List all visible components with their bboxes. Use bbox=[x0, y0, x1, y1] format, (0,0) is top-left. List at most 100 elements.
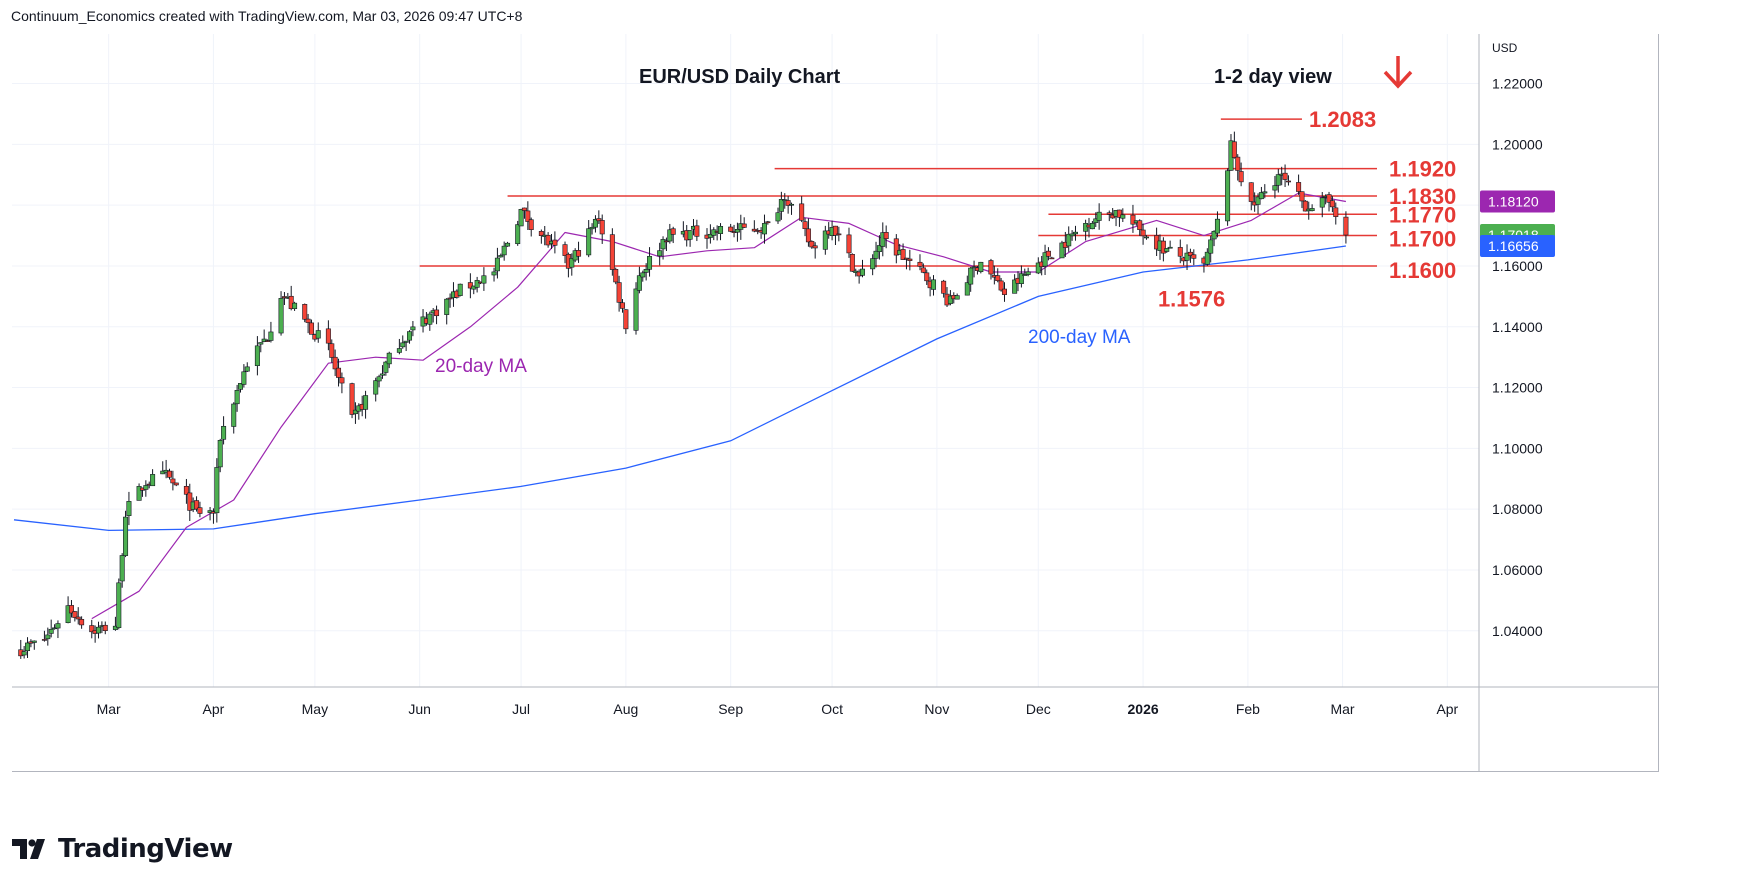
price-tag-label: 1.18120 bbox=[1488, 194, 1539, 210]
candle-body bbox=[1018, 273, 1024, 284]
candle bbox=[619, 299, 625, 313]
candle-body bbox=[349, 383, 355, 415]
candle-body bbox=[1035, 262, 1041, 274]
candle bbox=[491, 267, 497, 282]
candle bbox=[1072, 225, 1078, 241]
candle bbox=[1137, 219, 1143, 236]
candle-body bbox=[383, 361, 389, 373]
candle-body bbox=[1160, 240, 1166, 254]
ma200-series bbox=[13, 245, 1346, 532]
level-label-1.1770: 1.1770 bbox=[1389, 202, 1456, 227]
y-tick-label: 1.04000 bbox=[1492, 623, 1543, 639]
candle bbox=[802, 217, 808, 237]
candle-body bbox=[846, 234, 852, 254]
candle-body bbox=[31, 640, 37, 643]
candle-body bbox=[1045, 250, 1051, 257]
candle-body bbox=[822, 230, 828, 250]
candle bbox=[1096, 203, 1102, 230]
candle bbox=[846, 227, 852, 258]
candle-body bbox=[1025, 271, 1031, 275]
candle bbox=[660, 236, 666, 260]
candle-body bbox=[221, 425, 227, 440]
candle bbox=[1025, 267, 1031, 277]
price-tag: 1.18120 bbox=[1480, 190, 1555, 213]
candle-body bbox=[1296, 182, 1302, 192]
candle bbox=[457, 283, 463, 297]
candle bbox=[376, 374, 382, 388]
candle bbox=[254, 336, 260, 376]
candle-body bbox=[1191, 254, 1197, 259]
candle-body bbox=[1272, 185, 1278, 191]
candle bbox=[995, 268, 1001, 283]
tradingview-logo[interactable]: TradingView bbox=[12, 834, 233, 864]
candle bbox=[870, 254, 876, 276]
candle bbox=[1143, 235, 1149, 240]
candle-body bbox=[636, 275, 642, 291]
candle bbox=[89, 619, 95, 639]
candle bbox=[119, 553, 125, 588]
candle bbox=[1001, 282, 1007, 302]
candle bbox=[1326, 191, 1332, 212]
candle bbox=[102, 621, 108, 635]
candle bbox=[521, 207, 527, 219]
chart-plot-area[interactable]: 1.220001.200001.180001.160001.140001.120… bbox=[12, 34, 1659, 772]
candle-body bbox=[1262, 191, 1268, 194]
candle-body bbox=[728, 226, 734, 232]
candle bbox=[1238, 162, 1244, 187]
candle-body bbox=[873, 250, 879, 259]
candle-body bbox=[1204, 251, 1210, 265]
candle bbox=[893, 234, 899, 264]
candle-body bbox=[836, 233, 842, 236]
candle-body bbox=[89, 625, 95, 633]
candle bbox=[860, 259, 866, 278]
candles bbox=[18, 131, 1349, 659]
candle-body bbox=[1137, 220, 1143, 230]
candle-body bbox=[812, 245, 818, 249]
candle-body bbox=[231, 403, 237, 427]
candle bbox=[444, 298, 450, 325]
candle-body bbox=[332, 356, 338, 370]
candle-body bbox=[809, 241, 815, 248]
candle-body bbox=[45, 634, 51, 640]
candle-body bbox=[930, 279, 936, 290]
candle-body bbox=[528, 219, 534, 230]
ma20-series bbox=[91, 192, 1347, 620]
chart-title: EUR/USD Daily Chart bbox=[639, 66, 840, 88]
candle-body bbox=[501, 245, 507, 256]
candle-body bbox=[616, 282, 622, 303]
candle-body bbox=[775, 212, 781, 222]
candle bbox=[325, 320, 331, 351]
candle bbox=[167, 468, 173, 480]
candle-body bbox=[407, 331, 413, 341]
candle bbox=[903, 257, 909, 270]
candle-body bbox=[860, 268, 866, 276]
candle-body bbox=[907, 258, 913, 261]
candle-body bbox=[1140, 229, 1146, 237]
chart-labels: 1.220001.200001.180001.160001.140001.120… bbox=[97, 41, 1555, 717]
y-tick-label: 1.22000 bbox=[1492, 76, 1543, 92]
candle-body bbox=[79, 619, 85, 626]
candle bbox=[505, 241, 511, 247]
candle bbox=[150, 469, 156, 487]
candle bbox=[386, 351, 392, 369]
down-arrow-head bbox=[1383, 70, 1413, 89]
ma20-line bbox=[91, 192, 1347, 620]
candle-body bbox=[119, 555, 125, 582]
level-label-1.1700: 1.1700 bbox=[1389, 227, 1456, 252]
candle bbox=[711, 227, 717, 241]
candle bbox=[336, 358, 342, 387]
candle bbox=[18, 639, 24, 659]
candle bbox=[352, 402, 358, 424]
candle-body bbox=[68, 605, 74, 614]
candle-body bbox=[1072, 231, 1078, 235]
candle bbox=[1255, 193, 1261, 214]
candle bbox=[670, 226, 676, 244]
candle-body bbox=[609, 234, 615, 270]
candle-body bbox=[1089, 222, 1095, 230]
candle-body bbox=[623, 309, 629, 330]
price-chart[interactable]: 1.220001.200001.180001.160001.140001.120… bbox=[12, 34, 1658, 771]
candle-body bbox=[1309, 208, 1315, 212]
candle-body bbox=[498, 255, 504, 258]
candle-body bbox=[832, 225, 838, 236]
y-tick-label: 1.06000 bbox=[1492, 562, 1543, 578]
